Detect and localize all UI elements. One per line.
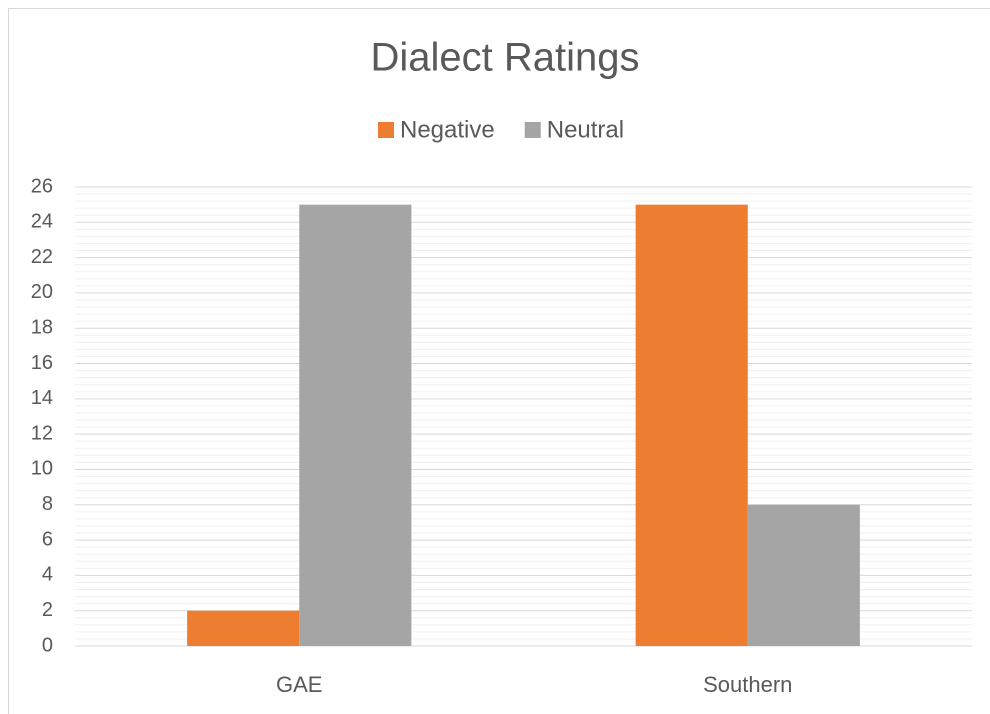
legend-swatch xyxy=(524,122,541,138)
y-tick-label: 12 xyxy=(31,422,53,444)
x-tick-label: Southern xyxy=(703,672,792,697)
chart-title: Dialect Ratings xyxy=(370,36,639,80)
bar xyxy=(299,204,412,646)
y-tick-label: 4 xyxy=(42,564,53,586)
y-tick-label: 20 xyxy=(31,281,53,303)
y-tick-label: 2 xyxy=(42,599,53,621)
y-tick-label: 14 xyxy=(31,387,53,409)
y-tick-label: 24 xyxy=(31,211,53,233)
bar xyxy=(747,504,860,646)
y-tick-label: 26 xyxy=(31,175,53,197)
bar xyxy=(187,610,300,646)
y-tick-label: 6 xyxy=(42,528,53,550)
legend-swatch xyxy=(378,122,394,138)
y-tick-label: 0 xyxy=(42,634,53,656)
y-tick-label: 8 xyxy=(42,493,53,515)
y-tick-label: 18 xyxy=(31,317,53,339)
y-tick-label: 16 xyxy=(31,352,53,374)
bar xyxy=(635,204,748,646)
y-tick-label: 22 xyxy=(31,246,53,268)
x-tick-label: GAE xyxy=(276,672,322,697)
y-tick-label: 10 xyxy=(31,458,53,480)
legend-label: Neutral xyxy=(547,116,624,143)
legend-label: Negative xyxy=(400,116,495,143)
